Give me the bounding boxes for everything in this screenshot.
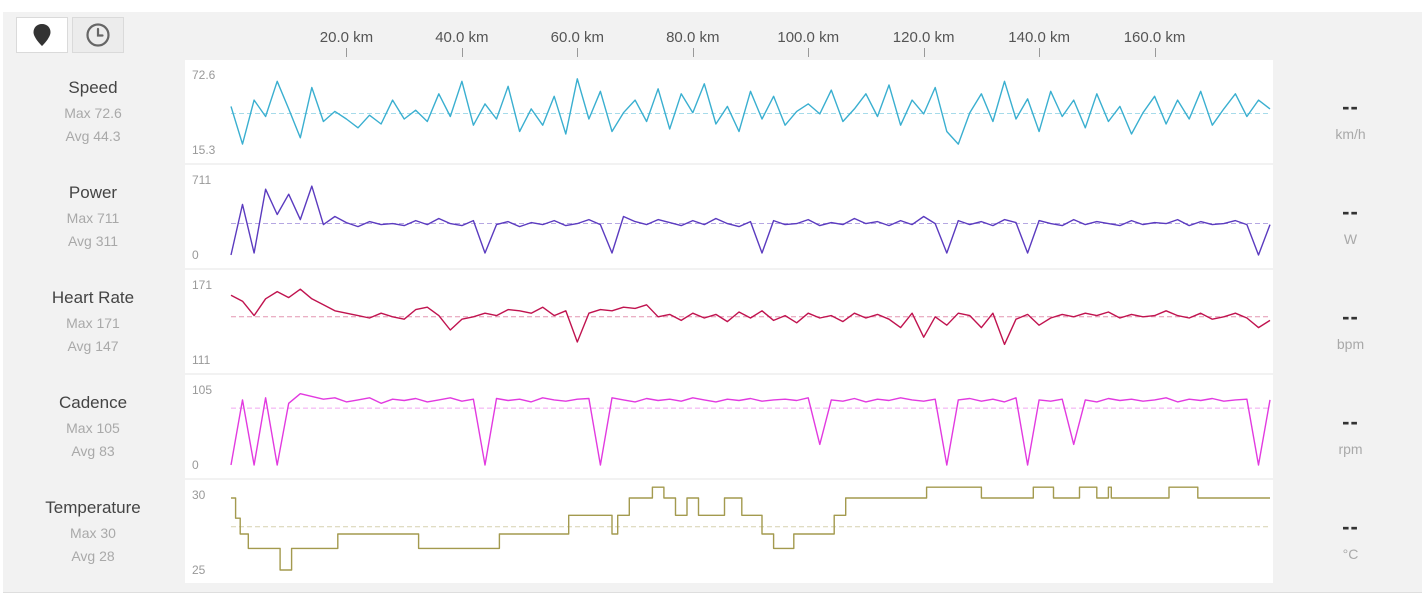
distance-mode-button[interactable] (16, 17, 68, 53)
unit-label: °C (1342, 546, 1359, 562)
metric-row-heart-rate: Heart Rate Max 171 Avg 147 171 111 -- bp… (3, 270, 1422, 373)
x-tick-label: 80.0 km (666, 29, 720, 46)
unit-label: rpm (1338, 441, 1363, 457)
power-chart-svg (230, 185, 1271, 256)
metric-label-panel: Speed Max 72.6 Avg 44.3 (3, 60, 183, 163)
metric-name: Power (68, 183, 118, 202)
cadence-plot[interactable]: 105 0 (185, 375, 1273, 478)
temperature-chart-svg (231, 486, 1270, 571)
x-tick-label: 120.0 km (892, 29, 955, 46)
cadence-chart-svg (230, 393, 1271, 466)
metric-value-panel: -- W (1279, 165, 1422, 268)
y-axis-max-label: 711 (192, 173, 212, 187)
heart-rate-plot[interactable]: 171 111 (185, 270, 1273, 373)
x-tick-mark (577, 48, 579, 57)
y-axis-min-label: 111 (192, 353, 211, 367)
unit-label: km/h (1335, 126, 1366, 142)
x-tick-mark (1154, 48, 1156, 57)
speed-plot[interactable]: 72.6 15.3 (185, 60, 1273, 163)
y-axis-min-label: 0 (192, 248, 199, 262)
current-value: -- (1342, 94, 1359, 119)
time-mode-button[interactable] (72, 17, 124, 53)
metric-row-power: Power Max 711 Avg 311 711 0 -- W (3, 165, 1422, 268)
metric-row-speed: Speed Max 72.6 Avg 44.3 72.6 15.3 -- km/… (3, 60, 1422, 163)
current-value: -- (1342, 199, 1359, 224)
metric-row-temperature: Temperature Max 30 Avg 28 30 25 -- °C (3, 480, 1422, 583)
x-tick-mark (346, 48, 348, 57)
metric-label-panel: Power Max 711 Avg 311 (3, 165, 183, 268)
y-axis-max-label: 72.6 (192, 68, 216, 82)
x-tick-mark (923, 48, 925, 57)
unit-label: bpm (1336, 336, 1365, 352)
metric-value-panel: -- bpm (1279, 270, 1422, 373)
series-line (230, 393, 1271, 466)
x-tick-mark (1039, 48, 1041, 57)
temperature-plot[interactable]: 30 25 (185, 480, 1273, 583)
current-value: -- (1342, 409, 1359, 434)
y-axis-min-label: 15.3 (192, 143, 216, 157)
metric-label-panel: Heart Rate Max 171 Avg 147 (3, 270, 183, 373)
metric-max: Max 30 (70, 525, 116, 541)
y-axis-max-label: 30 (192, 488, 206, 502)
x-tick-label: 20.0 km (319, 29, 374, 46)
current-value: -- (1342, 514, 1359, 539)
metric-max: Max 72.6 (64, 105, 122, 121)
metric-avg: Avg 147 (67, 338, 119, 354)
metric-name: Heart Rate (51, 288, 135, 307)
series-line (230, 288, 1271, 346)
unit-label: W (1343, 231, 1358, 247)
metric-name: Cadence (58, 393, 128, 412)
y-axis-min-label: 25 (192, 563, 206, 577)
speed-chart-svg (230, 78, 1271, 145)
x-tick-label: 40.0 km (435, 29, 489, 46)
x-tick-mark (692, 48, 694, 57)
metric-max: Max 105 (66, 420, 120, 436)
metric-value-panel: -- km/h (1279, 60, 1422, 163)
metric-max: Max 171 (66, 315, 120, 331)
metric-avg: Avg 311 (67, 233, 119, 249)
metric-name: Temperature (45, 498, 141, 517)
heart-rate-chart-svg (230, 288, 1271, 346)
activity-chart-panel: 20.0 km 40.0 km 60.0 km 80.0 km 100.0 km 120.… (3, 12, 1422, 593)
metric-value-panel: -- rpm (1279, 375, 1422, 478)
metric-max: Max 711 (66, 210, 120, 226)
series-line (231, 486, 1270, 571)
chart-toolbar: 20.0 km 40.0 km 60.0 km 80.0 km 100.0 km 120.… (3, 12, 1422, 58)
metric-label-panel: Cadence Max 105 Avg 83 (3, 375, 183, 478)
metric-avg: Avg 28 (71, 548, 115, 564)
clock-icon (86, 23, 110, 47)
metric-name: Speed (68, 78, 118, 97)
series-line (230, 78, 1271, 145)
power-plot[interactable]: 711 0 (185, 165, 1273, 268)
metric-value-panel: -- °C (1279, 480, 1422, 583)
metric-label-panel: Temperature Max 30 Avg 28 (3, 480, 183, 583)
x-tick-label: 100.0 km (777, 29, 840, 46)
metric-row-cadence: Cadence Max 105 Avg 83 105 0 -- rpm (3, 375, 1422, 478)
y-axis-max-label: 105 (192, 383, 213, 397)
x-tick-mark (461, 48, 463, 57)
metric-avg: Avg 44.3 (65, 128, 121, 144)
x-tick-label: 60.0 km (550, 29, 605, 46)
current-value: -- (1342, 304, 1359, 329)
y-axis-max-label: 171 (192, 278, 213, 292)
series-line (230, 185, 1271, 256)
x-tick-label: 160.0 km (1123, 29, 1186, 46)
y-axis-min-label: 0 (192, 458, 199, 472)
x-tick-mark (808, 48, 810, 57)
map-pin-icon (33, 24, 51, 46)
x-tick-label: 140.0 km (1008, 29, 1070, 46)
metric-avg: Avg 83 (71, 443, 115, 459)
